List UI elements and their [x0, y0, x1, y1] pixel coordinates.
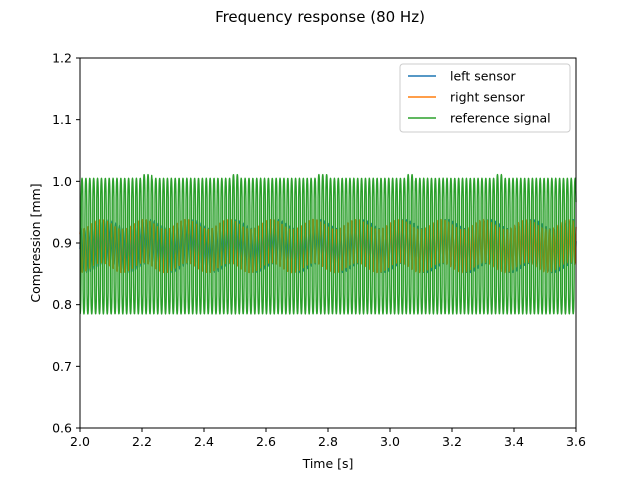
x-tick-label: 2.2	[132, 434, 152, 449]
y-tick-label: 0.8	[52, 297, 72, 312]
series-line-reference-signal	[79, 173, 577, 315]
x-axis-ticks: 2.0 2.2 2.4 2.6 2.8 3.0 3.2 3.4 3.6	[70, 428, 586, 449]
x-axis-label: Time [s]	[302, 456, 354, 471]
legend-label: right sensor	[450, 90, 526, 105]
legend: left sensor right sensor reference signal	[399, 63, 571, 133]
y-axis-label: Compression [mm]	[28, 183, 43, 302]
y-tick-label: 1.1	[52, 112, 72, 127]
y-tick-label: 0.7	[52, 359, 72, 374]
x-tick-label: 2.0	[70, 434, 90, 449]
legend-label: reference signal	[450, 111, 551, 126]
x-tick-label: 2.6	[256, 434, 276, 449]
series-layer	[79, 173, 577, 315]
y-tick-label: 1.0	[52, 174, 72, 189]
y-tick-label: 0.9	[52, 236, 72, 251]
y-tick-label: 1.2	[52, 51, 72, 66]
legend-box	[399, 63, 571, 133]
x-tick-label: 3.0	[380, 434, 400, 449]
x-tick-label: 2.4	[194, 434, 214, 449]
x-tick-label: 3.4	[504, 434, 524, 449]
chart-title: Frequency response (80 Hz)	[215, 8, 425, 26]
y-axis-ticks: 0.6 0.7 0.8 0.9 1.0 1.1 1.2	[52, 51, 80, 436]
legend-label: left sensor	[450, 69, 517, 84]
x-tick-label: 3.2	[442, 434, 462, 449]
x-tick-label: 3.6	[566, 434, 586, 449]
x-tick-label: 2.8	[318, 434, 338, 449]
y-tick-label: 0.6	[52, 421, 72, 436]
